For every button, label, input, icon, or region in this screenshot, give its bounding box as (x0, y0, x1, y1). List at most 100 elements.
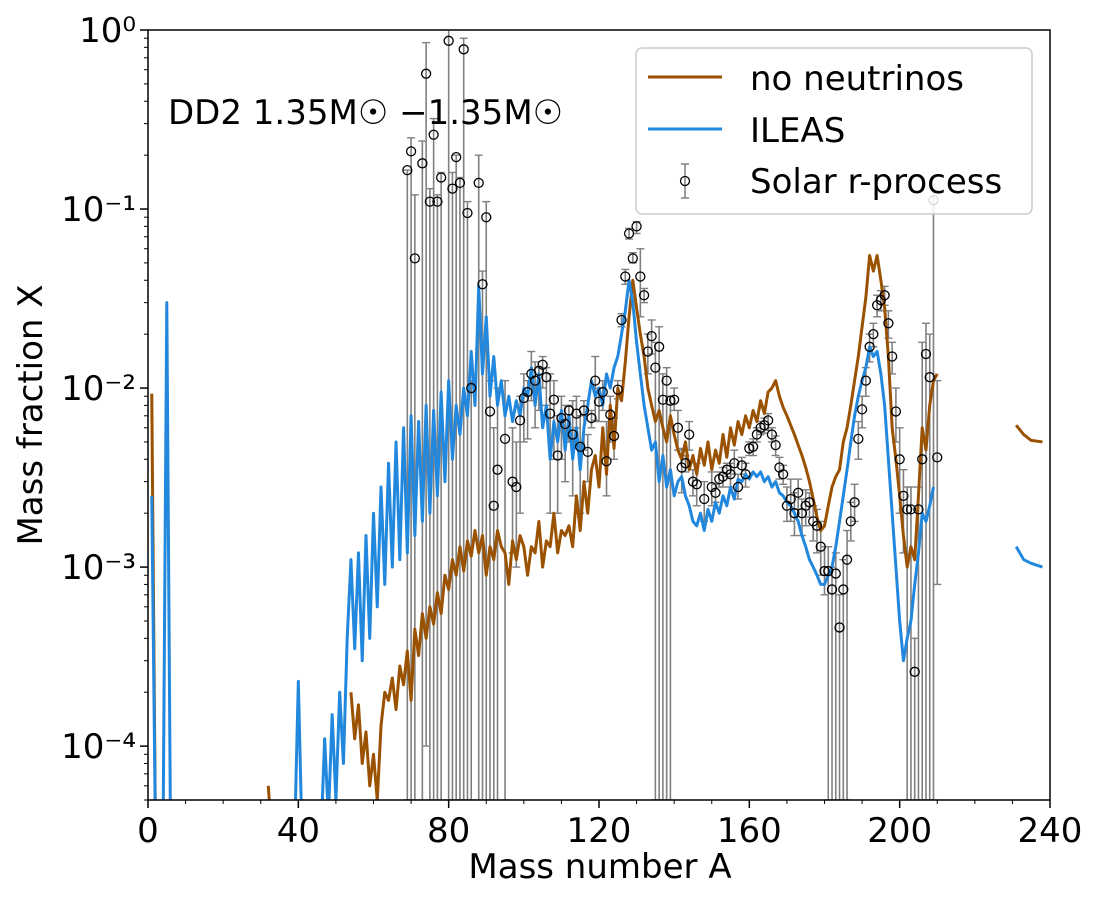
legend-box (635, 47, 1033, 215)
solar-point (868, 329, 879, 340)
solar-point (732, 481, 744, 493)
x-tick-label: 40 (277, 811, 320, 851)
legend-label-ileas: ILEAS (750, 111, 845, 151)
solar-point (669, 394, 680, 405)
solar-point (653, 341, 665, 352)
solar-point (417, 158, 428, 169)
legend-label-solar: Solar r-process (750, 162, 1002, 202)
series-no-neutrinos (150, 254, 1043, 800)
solar-point (582, 446, 593, 458)
solar-point (590, 375, 601, 386)
solar-point (680, 458, 691, 469)
solar-point (845, 516, 856, 527)
series-line (150, 495, 157, 800)
solar-point (650, 362, 661, 373)
solar-point (830, 568, 841, 579)
solar-point (740, 469, 751, 480)
solar-point (484, 406, 496, 417)
solar-point (841, 554, 853, 565)
solar-point (800, 500, 811, 511)
y-tick-label: 10⁻³ (61, 548, 136, 588)
solar-point (853, 433, 864, 445)
solar-point (642, 346, 654, 357)
model-annotation: DD2 1.35M☉ −1.35M☉ (168, 93, 563, 133)
solar-point (860, 375, 871, 386)
solar-point (762, 415, 774, 426)
solar-point (560, 418, 571, 430)
solar-point (729, 458, 740, 469)
solar-point (646, 330, 657, 342)
solar-point (909, 666, 920, 677)
solar-point (541, 372, 552, 383)
solar-point (451, 151, 462, 163)
solar-point (917, 454, 928, 465)
solar-point (834, 622, 845, 633)
solar-point (932, 452, 943, 463)
solar-point (856, 404, 868, 415)
solar-point (548, 394, 560, 405)
solar-point (593, 396, 605, 407)
solar-point (616, 314, 627, 326)
solar-point (623, 228, 635, 239)
solar-point (924, 372, 935, 383)
solar-errorbars (403, 30, 942, 800)
solar-point (887, 351, 898, 362)
solar-point (815, 541, 826, 552)
series-line (161, 301, 172, 800)
solar-point (725, 469, 736, 480)
series-line (349, 254, 939, 800)
x-tick-label: 240 (1018, 811, 1083, 851)
solar-point (638, 290, 650, 301)
solar-point (443, 35, 454, 46)
solar-point (477, 279, 488, 290)
solar-point (578, 405, 590, 416)
solar-point (405, 146, 417, 157)
solar-point (544, 408, 556, 419)
plot-content (150, 30, 1043, 800)
solar-point (819, 565, 830, 577)
x-tick-label: 160 (717, 811, 782, 851)
solar-point (586, 412, 597, 424)
solar-point (785, 493, 796, 505)
solar-point (507, 476, 518, 487)
solar-point (488, 500, 499, 511)
x-tick-label: 120 (567, 811, 632, 851)
solar-point (789, 508, 800, 519)
solar-point (435, 172, 447, 183)
solar-point (838, 584, 849, 595)
x-tick-label: 200 (867, 811, 932, 851)
x-tick-label: 80 (427, 811, 470, 851)
solar-point (458, 44, 469, 55)
series-line (1014, 545, 1043, 569)
solar-point (428, 129, 439, 140)
solar-point (612, 384, 623, 395)
solar-point (665, 395, 676, 406)
y-tick-label: 10⁻⁴ (61, 727, 136, 767)
x-axis: 0 40 80 120 160 200 240 (137, 800, 1082, 851)
solar-point (898, 490, 909, 501)
solar-point (597, 386, 608, 398)
solar-point (699, 493, 710, 505)
solar-point (511, 481, 522, 493)
solar-point (890, 406, 902, 417)
x-tick-label: 0 (137, 811, 159, 851)
solar-point (567, 429, 578, 440)
solar-point (402, 164, 413, 176)
solar-point (902, 504, 913, 515)
solar-point (894, 454, 905, 465)
solar-point (879, 290, 890, 301)
solar-point (736, 460, 747, 471)
solar-point (710, 487, 721, 498)
solar-point (552, 450, 563, 461)
solar-markers (402, 35, 943, 677)
solar-point (620, 271, 631, 282)
solar-point (635, 271, 646, 282)
solar-point (529, 375, 541, 386)
y-axis: 10⁻⁴ 10⁻³ 10⁻² 10⁻¹ 10⁰ (61, 11, 148, 801)
solar-point (823, 565, 834, 577)
solar-point (778, 469, 789, 480)
solar-point (432, 196, 443, 207)
y-tick-label: 10⁻² (61, 369, 136, 409)
solar-point (424, 196, 436, 207)
solar-point (608, 430, 620, 442)
